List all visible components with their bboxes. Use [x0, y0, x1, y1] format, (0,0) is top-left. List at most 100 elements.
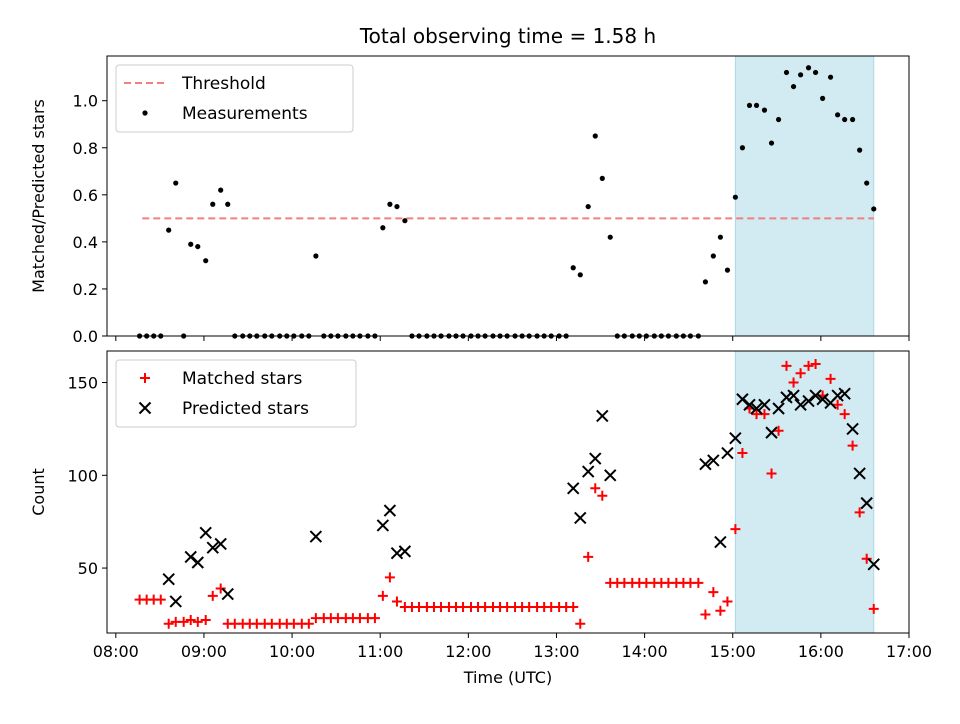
- data-point: [783, 69, 790, 76]
- data-point: [574, 511, 587, 525]
- data-point: [867, 558, 880, 571]
- data-point: [839, 409, 850, 420]
- y-axis-label: Matched/Predicted stars: [29, 99, 48, 293]
- data-point: [736, 393, 749, 406]
- data-point: [775, 116, 782, 123]
- data-point: [380, 225, 386, 231]
- legend-plus-swatch: [140, 373, 150, 383]
- y-tick-label: 150: [67, 374, 98, 393]
- data-point: [309, 530, 323, 543]
- data-point: [805, 65, 812, 71]
- data-point: [746, 102, 753, 109]
- x-tick-label: 12:00: [445, 642, 491, 661]
- data-point: [835, 112, 841, 118]
- x-tick-label: 15:00: [710, 642, 756, 661]
- chart-title: Total observing time = 1.58 h: [359, 24, 656, 48]
- data-point: [383, 504, 397, 517]
- x-tick-label: 14:00: [622, 642, 668, 661]
- y-tick-label: 0.6: [73, 186, 98, 205]
- data-point: [768, 140, 775, 146]
- series-2: [162, 387, 880, 608]
- data-point: [831, 389, 844, 402]
- y-tick-label: 0.4: [73, 233, 98, 252]
- data-point: [570, 265, 576, 271]
- data-point: [162, 572, 175, 586]
- y-tick-label: 0.0: [73, 327, 98, 346]
- data-point: [853, 467, 866, 480]
- data-point: [739, 145, 746, 151]
- data-point: [732, 194, 738, 200]
- data-point: [717, 234, 723, 240]
- axes-frame: [106, 350, 910, 634]
- data-point: [313, 253, 319, 259]
- y-axis-label: Count: [29, 468, 48, 516]
- data-point: [816, 393, 829, 406]
- data-point: [693, 577, 704, 588]
- series-1: [134, 358, 879, 629]
- data-point: [714, 535, 727, 549]
- data-point: [384, 572, 395, 583]
- shaded-region: [734, 55, 875, 337]
- data-point: [868, 603, 879, 614]
- data-point: [203, 258, 209, 264]
- x-tick-label: 17:00: [886, 642, 932, 661]
- data-point: [398, 545, 412, 558]
- data-point: [809, 389, 822, 402]
- x-tick-label: 09:00: [181, 642, 227, 661]
- data-point: [191, 556, 204, 569]
- data-point: [707, 454, 720, 467]
- data-point: [730, 524, 741, 535]
- data-point: [854, 507, 865, 518]
- data-point: [377, 590, 388, 601]
- data-point: [589, 452, 602, 465]
- panel-1: 0.0 0.2 0.4 0.6 0.8 1.0 Matched/Predicted star…: [29, 55, 910, 346]
- x-tick-label: 08:00: [93, 642, 139, 661]
- x-axis-label: Time (UTC): [463, 668, 552, 687]
- data-point: [585, 203, 591, 210]
- data-point: [832, 399, 843, 410]
- data-point: [761, 107, 768, 113]
- data-point: [781, 360, 792, 371]
- data-point: [199, 526, 212, 540]
- legend-box: [115, 359, 357, 428]
- data-point: [729, 431, 742, 445]
- data-point: [210, 201, 216, 207]
- data-point: [871, 206, 877, 212]
- data-point: [225, 201, 231, 207]
- data-point: [195, 243, 201, 250]
- data-point: [206, 541, 219, 554]
- data-point: [166, 227, 172, 233]
- x-tick-label: 11:00: [357, 642, 403, 661]
- data-point: [221, 587, 234, 601]
- data-point: [710, 253, 716, 259]
- data-point: [721, 446, 734, 460]
- legend-label: Predicted stars: [182, 399, 309, 419]
- data-point: [715, 605, 726, 616]
- data-point: [846, 422, 859, 436]
- legend: Threshold Measurements: [115, 64, 354, 133]
- data-point: [592, 133, 598, 139]
- data-point: [794, 398, 807, 412]
- data-point: [185, 615, 196, 626]
- data-point: [596, 409, 609, 423]
- data-point: [847, 440, 858, 451]
- data-point: [787, 389, 800, 402]
- data-point: [810, 358, 821, 369]
- data-point: [820, 95, 826, 101]
- data-point: [215, 583, 226, 594]
- data-point: [607, 234, 613, 240]
- data-point: [583, 551, 594, 562]
- data-point: [188, 241, 194, 247]
- data-point: [802, 394, 815, 408]
- data-point: [590, 483, 601, 494]
- data-point: [218, 187, 224, 193]
- data-point: [758, 398, 771, 412]
- legend-dot-swatch: [142, 110, 148, 116]
- data-point: [700, 609, 711, 620]
- data-point: [861, 553, 872, 564]
- data-point: [849, 116, 856, 123]
- data-point: [394, 203, 400, 210]
- data-point: [766, 468, 777, 479]
- axes-frame: [106, 55, 910, 337]
